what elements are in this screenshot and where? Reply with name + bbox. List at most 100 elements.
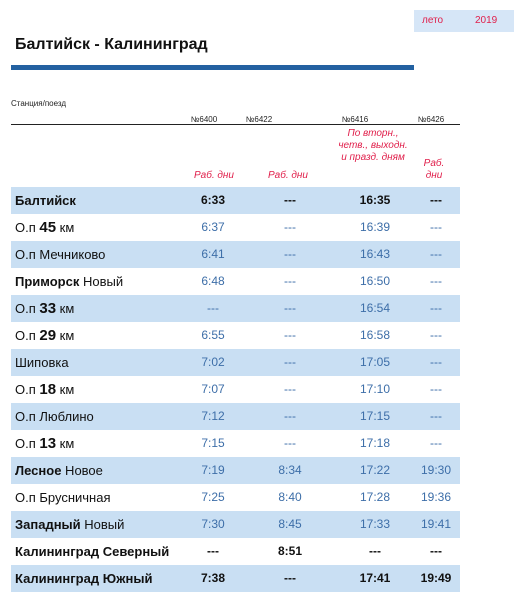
departure-time: 19:49 bbox=[420, 571, 452, 585]
departure-time: 17:33 bbox=[359, 517, 391, 531]
station-name-suffix: Новый bbox=[79, 274, 124, 289]
departure-time: --- bbox=[284, 220, 296, 234]
departure-time: --- bbox=[430, 193, 442, 207]
departure-time: 17:22 bbox=[359, 463, 391, 477]
station-name-unit: км bbox=[56, 436, 75, 451]
departure-time: 8:34 bbox=[278, 463, 302, 477]
timetable-row: О.п 29 км 6:55 --- 16:58 --- bbox=[11, 322, 460, 349]
departure-time: 7:12 bbox=[201, 409, 225, 423]
station-name-prefix: О.п bbox=[15, 382, 40, 397]
timetable-row: О.п 45 км 6:37 --- 16:39 --- bbox=[11, 214, 460, 241]
station-name-unit: км bbox=[56, 382, 75, 397]
departure-time: 17:41 bbox=[359, 571, 391, 585]
station-name-suffix: Новый bbox=[80, 517, 125, 532]
season-badge: лето 2019 bbox=[414, 10, 514, 32]
departure-time: 17:15 bbox=[359, 409, 391, 423]
station-name: О.п 33 км bbox=[15, 295, 74, 322]
station-name-bold: Приморск bbox=[15, 274, 80, 289]
station-name: Приморск Новый bbox=[15, 268, 123, 295]
departure-time: 7:07 bbox=[201, 382, 225, 396]
timetable-row: О.п 33 км --- --- 16:54 --- bbox=[11, 295, 460, 322]
departure-time: 7:02 bbox=[201, 355, 225, 369]
station-name-unit: км bbox=[56, 328, 75, 343]
departure-time: --- bbox=[284, 436, 296, 450]
station-name: Западный Новый bbox=[15, 511, 124, 538]
station-name: Калининград Северный bbox=[15, 538, 169, 565]
departure-time: --- bbox=[207, 301, 219, 315]
departure-time: --- bbox=[430, 274, 442, 288]
departure-time: --- bbox=[430, 382, 442, 396]
station-name-prefix: О.п Люблино bbox=[15, 409, 94, 424]
station-name: Калининград Южный bbox=[15, 565, 152, 592]
departure-time: 17:28 bbox=[359, 490, 391, 504]
departure-time: 19:36 bbox=[420, 490, 452, 504]
departure-time: 6:41 bbox=[201, 247, 225, 261]
departure-time: 16:39 bbox=[359, 220, 391, 234]
departure-time: 8:51 bbox=[277, 544, 303, 558]
station-name-unit: км bbox=[56, 220, 75, 235]
station-name: О.п 18 км bbox=[15, 376, 74, 403]
train-number-2: №6422 bbox=[245, 115, 273, 124]
timetable-row: Балтийск 6:33 --- 16:35 --- bbox=[11, 187, 460, 214]
timetable-row: О.п 13 км 7:15 --- 17:18 --- bbox=[11, 430, 460, 457]
departure-time: 6:48 bbox=[201, 274, 225, 288]
timetable-row: Приморск Новый 6:48 --- 16:50 --- bbox=[11, 268, 460, 295]
station-name-num: 29 bbox=[39, 327, 57, 344]
station-name-prefix: О.п Брусничная bbox=[15, 490, 111, 505]
station-name-num: 33 bbox=[39, 300, 57, 317]
station-name: Шиповка bbox=[15, 349, 69, 376]
departure-time: --- bbox=[430, 247, 442, 261]
station-name-bold: Калининград Северный bbox=[15, 544, 170, 559]
train-note-1: Раб. дни bbox=[193, 170, 234, 181]
timetable-row: Лесное Новое 7:19 8:34 17:22 19:30 bbox=[11, 457, 460, 484]
departure-time: --- bbox=[207, 544, 219, 558]
timetable-row: О.п Мечниково 6:41 --- 16:43 --- bbox=[11, 241, 460, 268]
station-name-bold: Западный bbox=[15, 517, 81, 532]
departure-time: 17:10 bbox=[359, 382, 391, 396]
station-name-prefix: О.п bbox=[15, 220, 40, 235]
station-name: О.п Люблино bbox=[15, 403, 94, 430]
station-name-prefix: О.п bbox=[15, 436, 40, 451]
departure-time: --- bbox=[284, 355, 296, 369]
timetable-row: Калининград Южный 7:38 --- 17:41 19:49 bbox=[11, 565, 460, 592]
departure-time: --- bbox=[430, 328, 442, 342]
departure-time: --- bbox=[430, 355, 442, 369]
departure-time: 7:25 bbox=[201, 490, 225, 504]
departure-time: 16:35 bbox=[359, 193, 391, 207]
departure-time: --- bbox=[430, 544, 442, 558]
train-note-3: По вторн., четв., выходн. и празд. дням bbox=[338, 128, 408, 163]
departure-time: --- bbox=[369, 544, 381, 558]
station-name-prefix: Шиповка bbox=[15, 355, 69, 370]
departure-time: 7:38 bbox=[200, 571, 226, 585]
departure-time: --- bbox=[284, 328, 296, 342]
departure-time: 19:30 bbox=[420, 463, 452, 477]
departure-time: 16:50 bbox=[359, 274, 391, 288]
station-name-prefix: О.п Мечниково bbox=[15, 247, 106, 262]
departure-time: --- bbox=[430, 409, 442, 423]
station-name-bold: Лесное bbox=[15, 463, 62, 478]
train-number-1: №6400 bbox=[190, 115, 218, 124]
station-name: О.п 13 км bbox=[15, 430, 74, 457]
departure-time: 19:41 bbox=[420, 517, 452, 531]
departure-time: 16:58 bbox=[359, 328, 391, 342]
timetable-row: Калининград Северный --- 8:51 --- --- bbox=[11, 538, 460, 565]
station-name-num: 45 bbox=[39, 219, 57, 236]
station-name-bold: Калининград Южный bbox=[15, 571, 153, 586]
season-year: 2019 bbox=[475, 15, 498, 26]
departure-time: 6:37 bbox=[201, 220, 225, 234]
departure-time: 17:05 bbox=[359, 355, 391, 369]
station-name-unit: км bbox=[56, 301, 75, 316]
station-name: О.п Мечниково bbox=[15, 241, 105, 268]
departure-time: --- bbox=[284, 274, 296, 288]
departure-time: --- bbox=[284, 382, 296, 396]
station-name-num: 18 bbox=[39, 381, 57, 398]
header-divider bbox=[11, 124, 460, 125]
departure-time: 7:15 bbox=[201, 436, 225, 450]
station-name: О.п Брусничная bbox=[15, 484, 111, 511]
departure-time: 16:43 bbox=[359, 247, 391, 261]
train-number-3: №6416 bbox=[341, 115, 369, 124]
station-name-bold: Балтийск bbox=[15, 193, 76, 208]
departure-time: 8:45 bbox=[278, 517, 302, 531]
route-title: Балтийск - Калининград bbox=[15, 36, 208, 53]
title-underline bbox=[11, 65, 414, 70]
